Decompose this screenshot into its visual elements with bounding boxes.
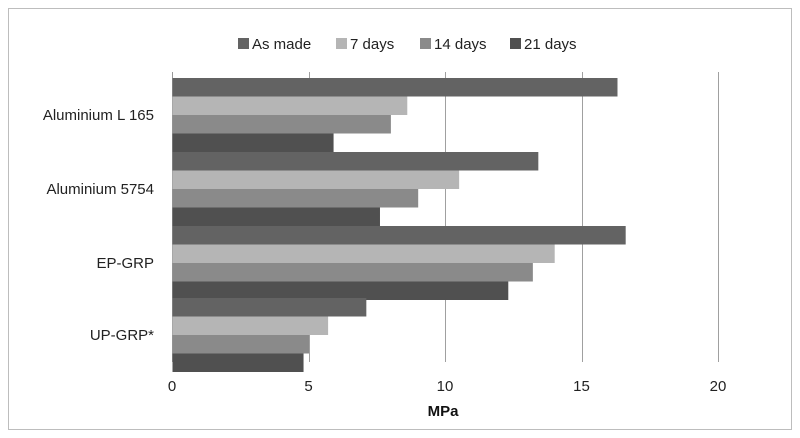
bar: [172, 226, 626, 245]
bar: [172, 170, 460, 189]
x-tick-label: 10: [437, 378, 454, 395]
legend-swatch: [420, 38, 431, 49]
category-labels: Aluminium L 165 Aluminium 5754 EP-GRP UP-GR…: [43, 107, 154, 344]
bar: [172, 152, 539, 171]
category-label: EP-GRP: [96, 255, 154, 272]
bar: [172, 115, 391, 134]
legend-swatch: [238, 38, 249, 49]
category-label: UP-GRP*: [90, 327, 154, 344]
bar: [172, 353, 304, 372]
bar: [172, 133, 334, 152]
bar: [172, 189, 419, 208]
legend-label: As made: [252, 36, 311, 53]
bar: [172, 78, 618, 97]
legend-label: 7 days: [350, 36, 394, 53]
legend-label: 14 days: [434, 36, 487, 53]
bar: [172, 207, 380, 226]
bar: [172, 316, 329, 335]
legend-swatch: [510, 38, 521, 49]
legend-swatch: [336, 38, 347, 49]
bar: [172, 96, 408, 115]
bar: [172, 263, 533, 282]
x-tick-label: 5: [304, 378, 312, 395]
bar: [172, 281, 509, 300]
category-label: Aluminium L 165: [43, 107, 154, 124]
bars: [172, 78, 626, 372]
x-tick-labels: 0 5 10 15 20: [168, 378, 727, 395]
x-axis-title: MPa: [428, 403, 460, 420]
bar: [172, 298, 367, 317]
bar: [172, 244, 555, 263]
bar: [172, 335, 309, 354]
x-tick-label: 0: [168, 378, 176, 395]
category-label: Aluminium 5754: [46, 181, 154, 198]
x-tick-label: 15: [573, 378, 590, 395]
x-tick-label: 20: [710, 378, 727, 395]
legend-label: 21 days: [524, 36, 577, 53]
legend: As made 7 days 14 days 21 days: [238, 36, 577, 53]
